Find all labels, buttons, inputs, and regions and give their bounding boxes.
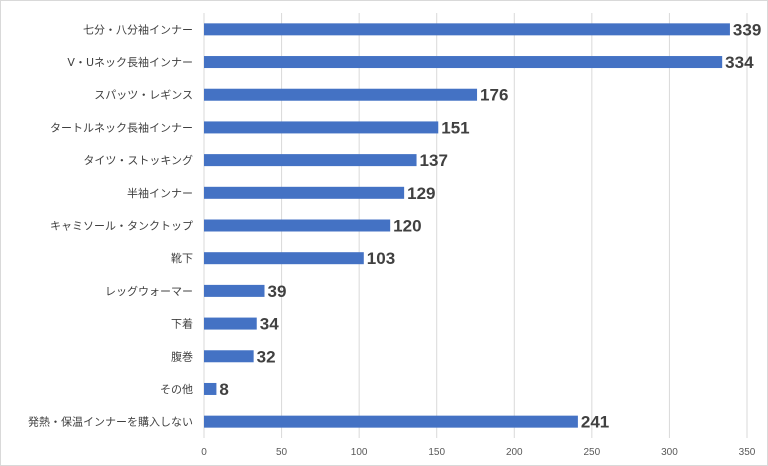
category-label: タートルネック長袖インナー — [50, 120, 193, 134]
x-tick-label: 200 — [506, 447, 523, 458]
bar — [204, 415, 578, 428]
category-label: 発熱・保温インナーを購入しない — [28, 415, 193, 429]
data-label: 103 — [367, 249, 395, 268]
bar — [204, 382, 217, 395]
data-label: 151 — [441, 118, 469, 137]
x-tick-label: 150 — [428, 447, 445, 458]
category-label: レッグウォーマー — [105, 284, 193, 298]
bar — [204, 350, 254, 363]
data-label: 137 — [420, 151, 448, 170]
bar — [204, 317, 257, 330]
category-label: キャミソール・タンクトップ — [50, 220, 193, 233]
category-label: 下着 — [171, 317, 193, 331]
bar — [204, 219, 391, 232]
category-label: その他 — [160, 383, 193, 396]
data-label: 339 — [733, 20, 761, 39]
bar — [204, 154, 417, 167]
x-tick-label: 250 — [584, 447, 601, 458]
bar — [204, 186, 405, 199]
bar — [204, 121, 439, 134]
category-label: タイツ・ストッキング — [83, 153, 193, 167]
data-label: 129 — [407, 184, 435, 203]
category-label: スパッツ・レギンス — [94, 89, 193, 102]
data-label: 176 — [480, 86, 508, 105]
data-label: 39 — [268, 282, 287, 301]
category-label: 半袖インナー — [127, 186, 193, 200]
category-label: V・Uネック長袖インナー — [67, 55, 193, 69]
data-label: 334 — [725, 53, 754, 72]
data-label: 34 — [260, 315, 279, 334]
bar — [204, 284, 265, 297]
category-label: 靴下 — [171, 251, 193, 265]
x-tick-label: 50 — [276, 447, 288, 458]
data-label: 241 — [581, 413, 609, 432]
x-tick-label: 300 — [661, 447, 678, 458]
data-label: 120 — [393, 217, 421, 236]
x-tick-label: 100 — [351, 447, 368, 458]
x-tick-label: 350 — [739, 447, 756, 458]
bar — [204, 252, 364, 265]
bar — [204, 88, 478, 101]
data-label: 8 — [219, 380, 228, 399]
bar — [204, 23, 730, 36]
category-label: 腹巻 — [171, 349, 193, 363]
data-label: 32 — [257, 347, 276, 366]
x-tick-label: 0 — [201, 447, 207, 458]
category-label: 七分・八分袖インナー — [83, 22, 193, 36]
bar — [204, 56, 723, 69]
